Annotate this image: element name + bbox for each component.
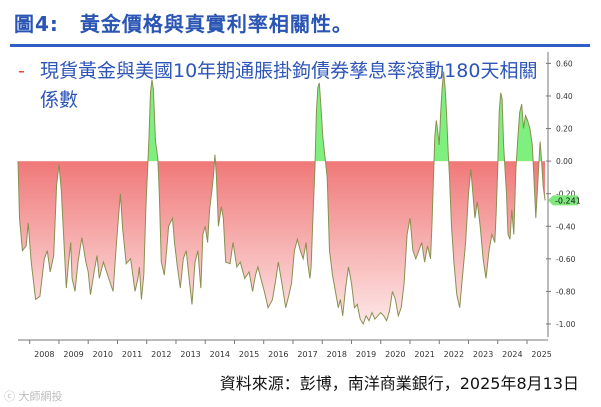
y-tick-label: -0.80 [556, 287, 576, 296]
y-tick-label: -0.60 [556, 255, 576, 264]
y-tick-label: -0.40 [556, 222, 576, 231]
y-tick-label: 0.60 [556, 59, 573, 68]
x-tick-label: 2019 [356, 350, 376, 359]
last-value-tag [548, 195, 578, 206]
x-tick-label: 2017 [297, 350, 317, 359]
x-tick-label: 2011 [122, 350, 142, 359]
x-tick-label: 2021 [414, 350, 434, 359]
watermark: ⓒ 大師網投 [4, 390, 63, 403]
series-line [17, 71, 546, 326]
last-value-label: -0.241 [555, 196, 581, 205]
x-tick-label: 2013 [180, 350, 200, 359]
x-tick-label: 2023 [473, 350, 493, 359]
x-tick-label: 2009 [63, 350, 83, 359]
source-note: 資料來源：彭博，南洋商業銀行，2025年8月13日 [219, 374, 579, 393]
y-tick-label: 0.20 [556, 125, 573, 134]
x-tick-label: 2014 [210, 350, 230, 359]
y-tick-label: 0.00 [556, 157, 573, 166]
legend-marker: - [18, 60, 25, 82]
positive-area [18, 71, 546, 162]
title-underline [10, 44, 590, 47]
x-tick-label: 2022 [444, 350, 464, 359]
x-tick-label: 2025 [531, 350, 551, 359]
x-tick-label: 2024 [502, 350, 522, 359]
x-tick-label: 2018 [327, 350, 347, 359]
figure-title: 圖4: 黃金價格與真實利率相關性。 [14, 12, 353, 36]
negative-area [18, 161, 546, 324]
chart-legend: - 現貨黃金與美國10年期通脹掛鉤債券孳息率滾動180天相關係數 [18, 57, 538, 115]
x-tick-label: 2008 [34, 350, 54, 359]
y-tick-label: -0.20 [556, 190, 576, 199]
x-tick-label: 2020 [385, 350, 405, 359]
x-tick-label: 2016 [268, 350, 288, 359]
y-tick-label: 0.40 [556, 92, 573, 101]
legend-label: 現貨黃金與美國10年期通脹掛鉤債券孳息率滾動180天相關係數 [40, 60, 538, 111]
y-tick-label: -1.00 [556, 320, 576, 329]
x-tick-label: 2015 [239, 350, 259, 359]
x-tick-label: 2012 [151, 350, 171, 359]
x-tick-label: 2010 [93, 350, 113, 359]
